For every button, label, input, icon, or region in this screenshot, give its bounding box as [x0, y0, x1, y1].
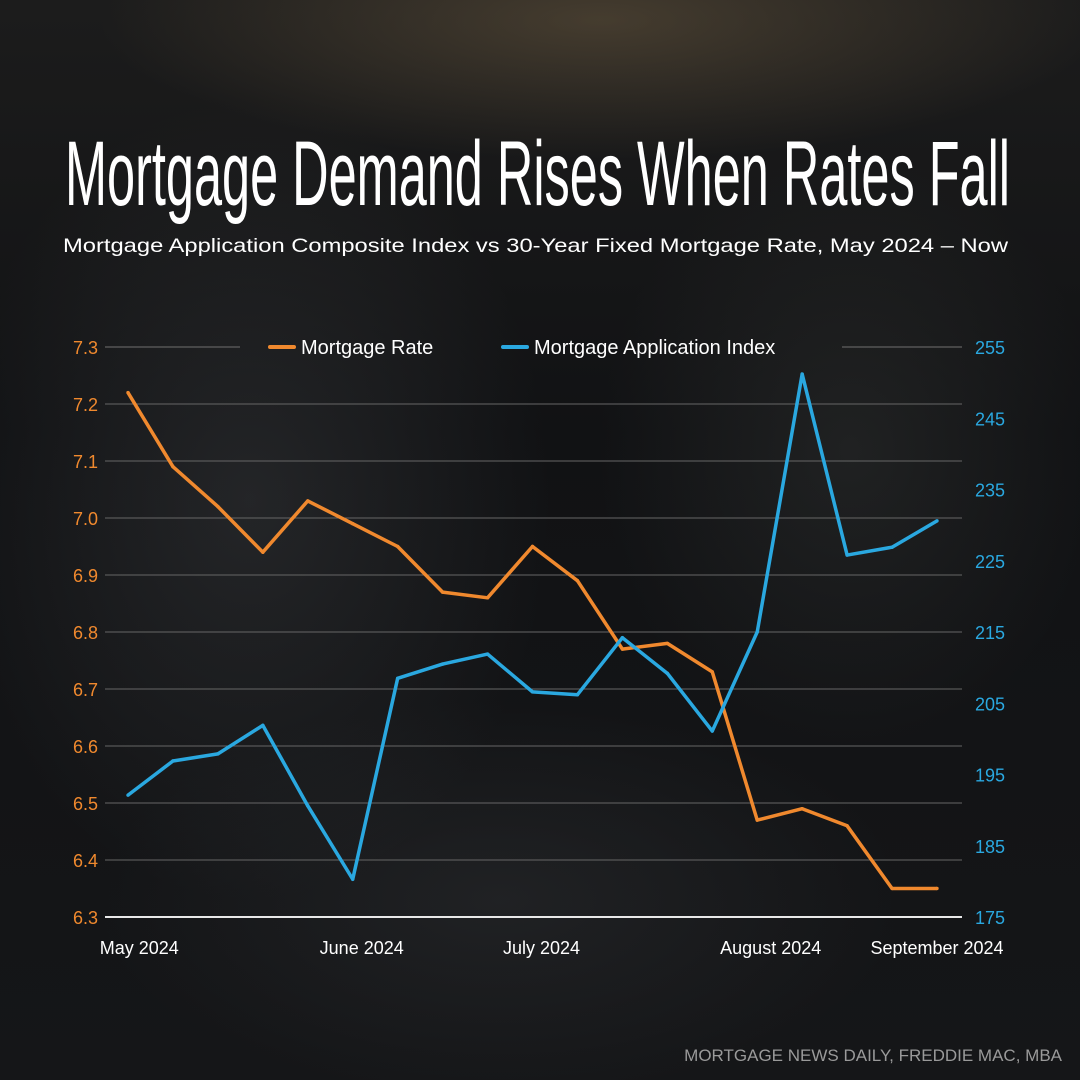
mortgage-rate-line — [126, 391, 937, 891]
right-tick-label: 235 — [975, 481, 1005, 501]
rate-point — [890, 886, 894, 891]
left-tick-label: 6.4 — [73, 851, 98, 871]
left-tick-label: 6.8 — [73, 623, 98, 643]
index-point — [440, 662, 445, 666]
index-point — [351, 877, 355, 881]
index-point — [530, 690, 535, 694]
legend-label-rate: Mortgage Rate — [301, 337, 433, 359]
right-tick-label: 225 — [975, 552, 1005, 572]
x-tick-label: May 2024 — [100, 938, 179, 958]
index-point — [126, 793, 130, 797]
rate-point — [126, 390, 130, 395]
index-point — [216, 752, 220, 756]
left-tick-label: 7.3 — [73, 338, 98, 358]
rate-point — [845, 824, 849, 828]
rate-point — [665, 641, 670, 646]
rate-point — [485, 596, 490, 600]
index-point — [620, 636, 625, 640]
source-credit: MORTGAGE NEWS DAILY, FREDDIE MAC, MBA — [684, 1046, 1062, 1065]
right-tick-label: 255 — [975, 338, 1005, 358]
right-tick-label: 175 — [975, 908, 1005, 928]
rate-point — [710, 670, 714, 674]
index-point — [845, 553, 849, 557]
chart-title: Mortgage Demand Rises When Rates Fall — [65, 123, 1010, 225]
index-point — [800, 372, 804, 376]
left-tick-label: 6.3 — [73, 908, 98, 928]
left-tick-label: 6.5 — [73, 794, 98, 814]
rate-point — [620, 647, 625, 651]
x-tick-label: June 2024 — [320, 938, 404, 958]
rate-point — [351, 522, 355, 526]
left-tick-label: 7.2 — [73, 395, 98, 415]
rate-point — [800, 807, 804, 811]
left-tick-label: 7.0 — [73, 509, 98, 529]
index-point — [710, 729, 714, 733]
rate-point — [171, 465, 175, 469]
x-tick-label: July 2024 — [503, 938, 580, 958]
index-point — [171, 759, 175, 763]
index-point — [755, 630, 759, 634]
left-tick-label: 7.1 — [73, 452, 98, 472]
right-tick-label: 185 — [975, 837, 1005, 857]
x-tick-label: September 2024 — [870, 938, 1003, 958]
x-tick-label: August 2024 — [720, 938, 821, 958]
right-tick-label: 245 — [975, 409, 1005, 429]
rate-point — [935, 886, 939, 891]
index-point — [306, 804, 310, 808]
rate-point — [216, 504, 220, 509]
rate-point — [306, 499, 310, 503]
rate-point — [530, 544, 535, 549]
index-point — [890, 545, 894, 549]
rate-point — [755, 818, 759, 822]
right-tick-label: 205 — [975, 694, 1005, 714]
left-tick-label: 6.7 — [73, 680, 98, 700]
rate-point — [440, 590, 445, 594]
rate-point — [395, 544, 400, 549]
index-point — [485, 652, 490, 656]
index-point — [665, 671, 670, 676]
left-tick-label: 6.6 — [73, 737, 98, 757]
index-point — [935, 519, 939, 523]
rate-point — [261, 550, 265, 554]
left-tick-label: 6.9 — [73, 566, 98, 586]
right-tick-label: 195 — [975, 766, 1005, 786]
index-point — [575, 693, 580, 697]
right-tick-label: 215 — [975, 623, 1005, 643]
index-point — [395, 676, 400, 681]
legend-label-index: Mortgage Application Index — [534, 337, 775, 359]
index-point — [261, 723, 265, 728]
rate-point — [575, 579, 580, 583]
chart-subtitle: Mortgage Application Composite Index vs … — [63, 235, 1009, 257]
